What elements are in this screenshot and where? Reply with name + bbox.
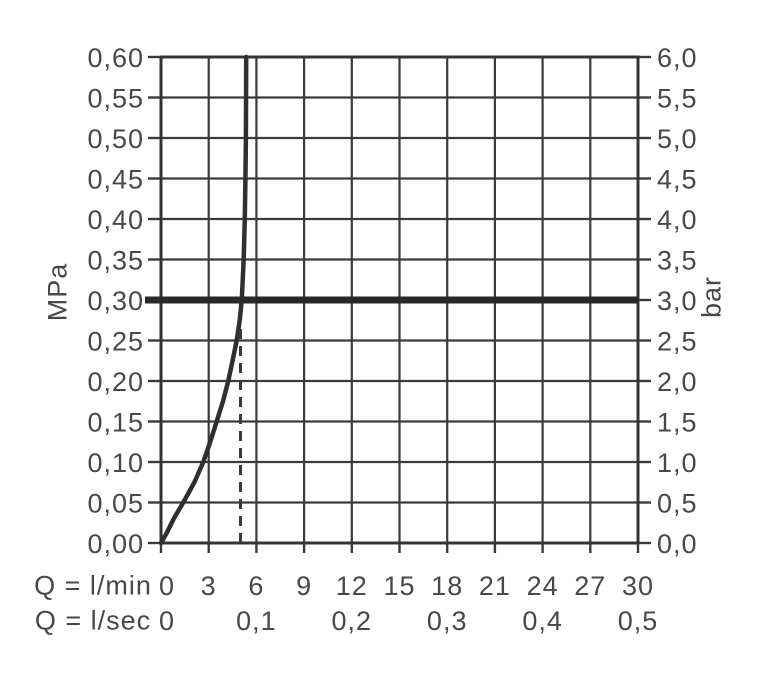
lmin-tick-label: 15: [383, 571, 415, 601]
lmin-tick-label: 30: [622, 571, 654, 601]
mpa-tick-label: 0,40: [87, 205, 144, 235]
bar-tick-label: 2,5: [657, 327, 698, 357]
mpa-tick-label: 0,20: [87, 367, 144, 397]
mpa-tick-label: 0,15: [87, 408, 144, 438]
lmin-tick-label: 12: [336, 571, 368, 601]
left-axis-unit-label: MPa: [42, 262, 73, 322]
lsec-tick-label: 0,5: [618, 606, 659, 636]
flow-curve: [158, 54, 249, 546]
mpa-tick-label: 0,50: [87, 124, 144, 154]
right-axis-unit-label: bar: [696, 275, 727, 319]
bar-tick-label: 5,0: [657, 124, 698, 154]
bar-tick-label: 4,0: [657, 205, 698, 235]
lsec-tick-label: 0,4: [522, 606, 563, 636]
lmin-tick-label: 6: [248, 571, 264, 601]
lmin-tick-labels: 0 3 6 9 12 15 18 21 24 27 30: [159, 571, 654, 601]
grid-lines: [161, 57, 638, 543]
lsec-tick-label: 0: [159, 606, 175, 636]
x-axis-primary-row-label: Q = l/min: [34, 570, 152, 601]
lmin-tick-label: 24: [527, 571, 559, 601]
lmin-tick-label: 21: [479, 571, 511, 601]
lmin-tick-label: 18: [431, 571, 463, 601]
bar-tick-label: 2,0: [657, 367, 698, 397]
lmin-tick-label: 3: [201, 571, 217, 601]
lsec-tick-label: 0,3: [427, 606, 468, 636]
left-axis-tick-labels: 0,60 0,55 0,50 0,45 0,40 0,35 0,30 0,25 0,20 0,15…: [87, 43, 144, 559]
lsec-tick-label: 0,1: [236, 606, 277, 636]
bar-tick-label: 0,0: [657, 529, 698, 559]
mpa-tick-label: 0,60: [87, 43, 144, 73]
right-axis-tick-labels: 6,0 5,5 5,0 4,5 4,0 3,5 3,0 2,5 2,0 1,5 1,0 0,5 0,0: [657, 43, 698, 559]
bar-tick-label: 4,5: [657, 165, 698, 195]
bar-tick-label: 1,5: [657, 408, 698, 438]
lmin-tick-label: 0: [159, 571, 175, 601]
bar-tick-label: 1,0: [657, 448, 698, 478]
lmin-tick-label: 27: [574, 571, 606, 601]
mpa-tick-label: 0,25: [87, 327, 144, 357]
lmin-tick-label: 9: [296, 571, 312, 601]
bar-tick-label: 3,5: [657, 246, 698, 276]
lsec-tick-labels: 0 0,1 0,2 0,3 0,4 0,5: [159, 606, 659, 636]
mpa-tick-label: 0,55: [87, 84, 144, 114]
mpa-tick-label: 0,05: [87, 489, 144, 519]
mpa-tick-label: 0,35: [87, 246, 144, 276]
bar-tick-label: 5,5: [657, 84, 698, 114]
lsec-tick-label: 0,2: [332, 606, 373, 636]
bar-tick-label: 3,0: [657, 286, 698, 316]
mpa-tick-label: 0,30: [87, 286, 144, 316]
mpa-tick-label: 0,00: [87, 529, 144, 559]
axis-tick-marks: [148, 55, 651, 553]
mpa-tick-label: 0,45: [87, 165, 144, 195]
bar-tick-label: 0,5: [657, 489, 698, 519]
mpa-tick-label: 0,10: [87, 448, 144, 478]
x-axis-secondary-row-label: Q = l/sec: [34, 605, 152, 636]
bar-tick-label: 6,0: [657, 43, 698, 73]
